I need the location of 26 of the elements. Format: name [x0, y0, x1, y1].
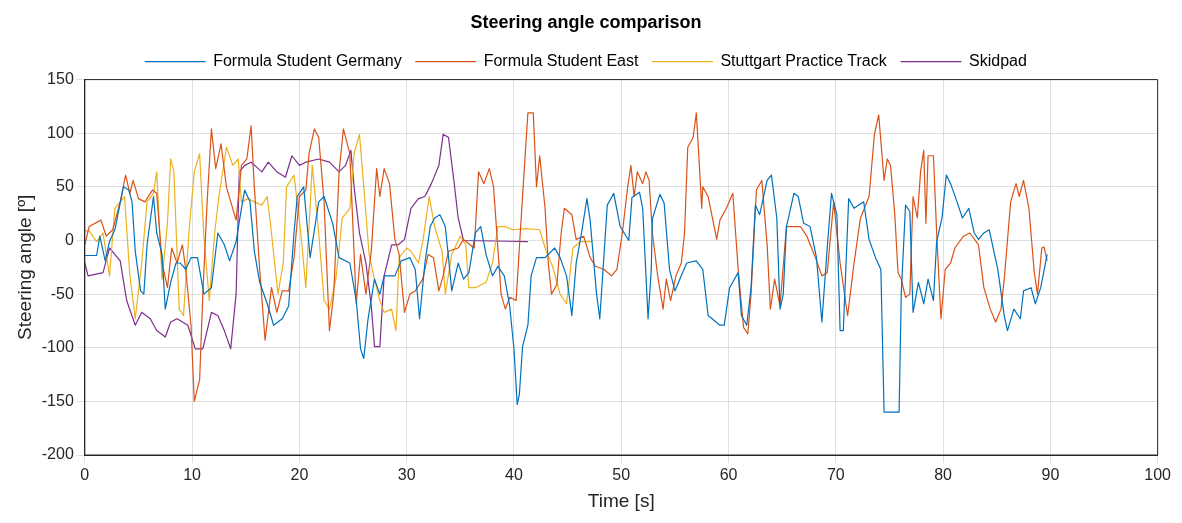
x-tick-label: 10 [183, 466, 202, 484]
y-tick-label: 150 [47, 70, 74, 88]
x-tick-label: 90 [1041, 466, 1060, 484]
x-tick-label: 20 [290, 466, 309, 484]
chart-title: Steering angle comparison [470, 11, 702, 32]
x-tick-label: 80 [934, 466, 953, 484]
y-tick-label: -200 [41, 445, 74, 463]
x-tick-label: 70 [826, 466, 845, 484]
y-tick-label: -50 [50, 284, 74, 302]
x-axis-title: Time [s] [587, 489, 655, 511]
x-tick-label: 0 [80, 466, 90, 484]
legend-label: Formula Student East [483, 52, 639, 70]
x-tick-label: 60 [719, 466, 738, 484]
x-tick-label: 40 [505, 466, 523, 484]
x-tick-label: 50 [612, 466, 631, 484]
y-tick-label: 100 [47, 123, 74, 141]
legend-label: Stuttgart Practice Track [720, 52, 888, 70]
y-tick-label: -100 [41, 338, 74, 356]
y-tick-label: 50 [56, 177, 74, 195]
x-tick-label: 100 [1144, 466, 1172, 484]
y-axis-title: Steering angle [º] [13, 194, 35, 340]
legend-label: Formula Student Germany [213, 52, 402, 70]
y-tick-label: 0 [64, 230, 74, 248]
legend-label: Skidpad [969, 52, 1027, 70]
y-tick-label: -150 [41, 391, 74, 409]
x-tick-label: 30 [397, 466, 416, 484]
